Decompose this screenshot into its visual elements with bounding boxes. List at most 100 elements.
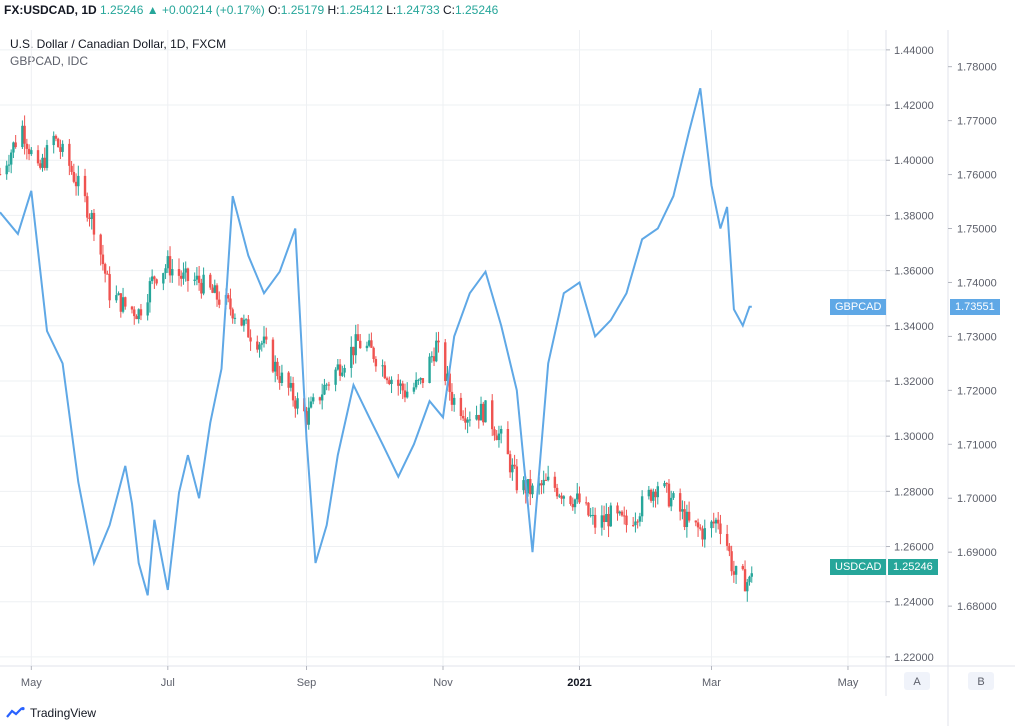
usdcad-candle-body [280, 372, 284, 383]
usdcad-tick-label: 1.44000 [894, 45, 934, 57]
usdcad-candle-body [200, 282, 203, 294]
tradingview-logo[interactable]: TradingView [6, 706, 96, 720]
usdcad-candle-body [421, 378, 425, 383]
usdcad-candle-body [383, 365, 387, 379]
usdcad-candle-body [477, 414, 480, 421]
usdcad-candle-body [605, 513, 608, 523]
usdcad-candle-body [162, 273, 165, 284]
usdcad-candle-body [30, 150, 33, 155]
usdcad-candle-body [446, 373, 449, 382]
high-value: 1.25412 [339, 3, 383, 17]
usdcad-candle-body [430, 356, 434, 358]
usdcad-candle-body [672, 493, 675, 498]
usdcad-candle-body [146, 302, 149, 316]
usdcad-candle-body [41, 157, 44, 168]
usdcad-candle-body [652, 491, 655, 501]
compare-series-title[interactable]: GBPCAD, IDC [10, 54, 89, 68]
usdcad-candle-body [734, 565, 738, 575]
gbpcad-line [0, 88, 752, 596]
usdcad-candle-body [634, 521, 637, 526]
usdcad-candle-body [419, 378, 422, 380]
usdcad-candle-body [343, 367, 346, 373]
last-price: 1.25246 [100, 3, 144, 17]
time-axis[interactable]: May Jul Sep Nov 2021 Mar May [21, 666, 859, 689]
usdcad-candle-body [593, 514, 597, 528]
usdcad-candle-body [99, 234, 102, 255]
scale-b-label: B [977, 676, 984, 688]
usdcad-tick-label: 1.34000 [894, 321, 934, 333]
usdcad-candle-body [432, 356, 436, 362]
usdcad-tick-label: 1.40000 [894, 155, 934, 167]
usdcad-candle-body [374, 359, 378, 367]
usdcad-price-scale[interactable]: 1.22000 1.24000 1.26000 1.28000 1.30000 1.320… [886, 45, 934, 664]
usdcad-candle-body [607, 513, 610, 527]
usdcad-candle-body [287, 372, 290, 388]
low-value: 1.24733 [396, 3, 440, 17]
time-tick-label: May [838, 677, 859, 689]
gbpcad-name-tag: GBPCAD [830, 298, 887, 315]
symbol-label[interactable]: FX:USDCAD, 1D [4, 3, 97, 17]
usdcad-candle-body [538, 483, 541, 486]
usdcad-candle-body [36, 150, 40, 164]
usdcad-candle-body [401, 383, 404, 391]
gbpcad-price-scale[interactable]: 1.68000 1.69000 1.70000 1.71000 1.72000 1.730… [948, 62, 997, 613]
usdcad-candle-body [365, 345, 369, 349]
usdcad-candle-body [258, 344, 261, 350]
usdcad-candle-body [182, 272, 185, 279]
usdcad-tick-label: 1.24000 [894, 597, 934, 609]
usdcad-candle-body [262, 336, 266, 344]
usdcad-candle-body [155, 279, 158, 284]
usdcad-candle-body [153, 276, 156, 280]
usdcad-candle-body [215, 285, 219, 300]
gbpcad-tick-label: 1.77000 [957, 116, 997, 128]
usdcad-candle-body [719, 523, 722, 534]
usdcad-candle-body [381, 365, 384, 367]
usdcad-candle-body [589, 515, 592, 517]
usdcad-candle-body [61, 143, 64, 152]
usdcad-candle-body [725, 533, 729, 546]
grid-lines [0, 30, 886, 666]
usdcad-candle-body [260, 343, 263, 345]
usdcad-candle-body [540, 483, 543, 486]
usdcad-candle-body [338, 364, 342, 376]
usdcad-candle-body [43, 157, 46, 168]
usdcad-candle-body [475, 414, 478, 420]
usdcad-tick-label: 1.36000 [894, 266, 934, 278]
usdcad-candle-body [656, 486, 659, 498]
usdcad-candle-body [193, 279, 196, 281]
usdcad-candle-body [743, 569, 747, 592]
usdcad-candle-body [229, 298, 232, 310]
usdcad-candle-body [117, 293, 120, 296]
usdcad-candle-body [647, 489, 651, 497]
scale-a-label: A [913, 676, 921, 688]
usdcad-candle-body [103, 264, 107, 274]
usdcad-candle-body [14, 142, 17, 148]
usdcad-candle-body [631, 525, 635, 527]
usdcad-candle-body [90, 212, 93, 219]
usdcad-candle-body [569, 496, 572, 504]
usdcad-candle-body [730, 551, 733, 572]
usdcad-candle-body [714, 519, 718, 524]
open-label: O: [268, 3, 281, 17]
usdcad-candle-body [240, 317, 243, 326]
usdcad-candle-body [21, 125, 24, 148]
tradingview-logo-icon [6, 707, 25, 718]
usdcad-candle-body [448, 373, 451, 392]
main-series-title[interactable]: U.S. Dollar / Canadian Dollar, 1D, FXCM [10, 37, 227, 51]
high-label: H: [327, 3, 340, 17]
gbpcad-tick-label: 1.69000 [957, 547, 997, 559]
usdcad-candle-body [710, 521, 713, 529]
usdcad-candle-body [699, 527, 702, 529]
usdcad-candle-body [390, 379, 393, 385]
usdcad-candle-body [531, 485, 534, 495]
usdcad-candle-body [616, 505, 619, 514]
usdcad-candle-body [25, 143, 29, 149]
scale-b-button[interactable]: B [968, 672, 994, 690]
scale-a-button[interactable]: A [904, 672, 930, 690]
usdcad-candle-body [278, 376, 281, 383]
usdcad-candle-body [137, 309, 140, 320]
usdcad-candle-body [555, 487, 559, 497]
usdcad-tick-label: 1.26000 [894, 542, 934, 554]
usdcad-candle-body [350, 346, 353, 368]
